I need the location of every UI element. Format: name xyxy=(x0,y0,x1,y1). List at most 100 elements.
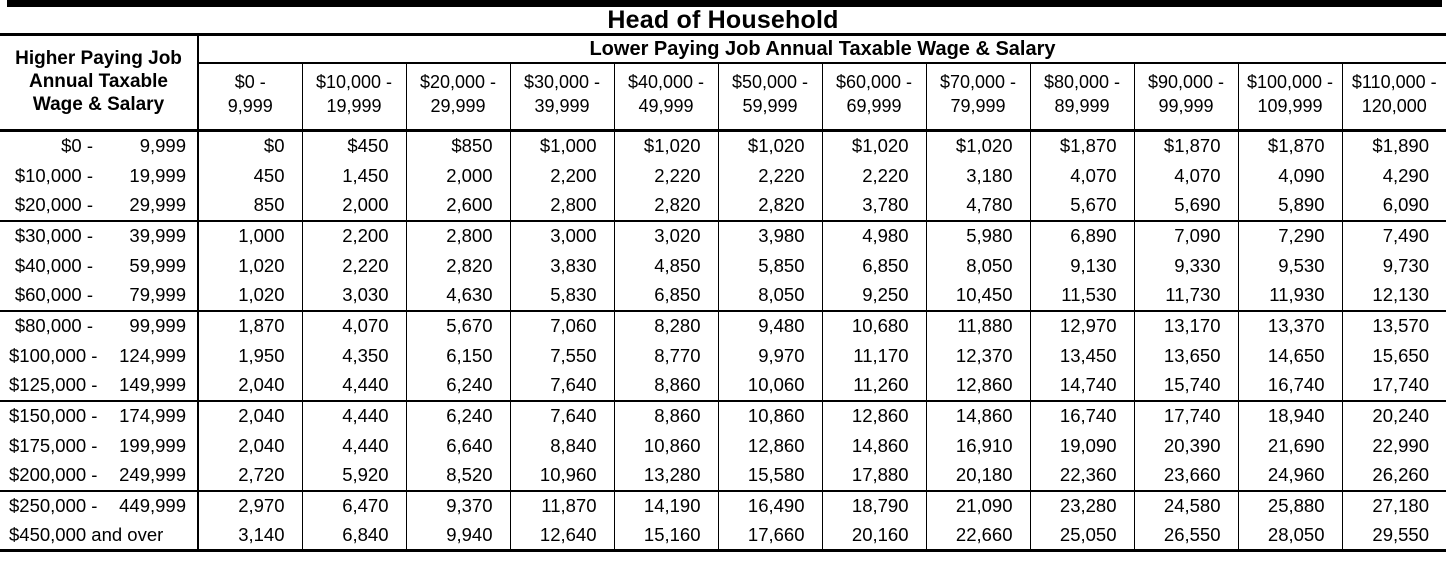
value-cell: 2,820 xyxy=(405,250,510,281)
row-label: $20,000 -29,999 xyxy=(0,190,198,222)
value-cell: 11,930 xyxy=(1237,280,1342,312)
value-cell: 27,180 xyxy=(1341,490,1446,521)
value-cell: 13,370 xyxy=(1237,310,1342,341)
value-cell: 15,160 xyxy=(613,520,718,551)
value-cell: 28,050 xyxy=(1237,520,1342,551)
value-cell: 16,910 xyxy=(925,430,1030,461)
value-cell: 4,440 xyxy=(301,430,406,461)
value-cell: 2,600 xyxy=(405,190,510,222)
value-cell: 15,580 xyxy=(717,460,822,492)
column-header-11: $110,000 -120,000 xyxy=(1341,62,1446,132)
value-cell: 16,740 xyxy=(1237,370,1342,402)
value-cell: 18,940 xyxy=(1237,400,1342,431)
value-cell: $1,020 xyxy=(717,130,822,161)
value-cell: 13,280 xyxy=(613,460,718,492)
value-cell: 4,070 xyxy=(301,310,406,341)
value-cell: $850 xyxy=(405,130,510,161)
value-cell: 12,130 xyxy=(1341,280,1446,312)
wage-salary-table: Higher Paying Job Annual Taxable Wage & … xyxy=(0,33,1446,552)
value-cell: 10,060 xyxy=(717,370,822,402)
value-cell: 5,670 xyxy=(1029,190,1134,222)
value-cell: 12,860 xyxy=(821,400,926,431)
value-cell: 4,350 xyxy=(301,340,406,371)
value-cell: $1,000 xyxy=(509,130,614,161)
value-cell: 6,850 xyxy=(613,280,718,312)
value-cell: 450 xyxy=(197,160,302,191)
row-label: $60,000 -79,999 xyxy=(0,280,198,312)
table-row: $60,000 -79,999 1,020 3,030 4,630 5,830 6,850… xyxy=(0,280,1446,312)
value-cell: 17,660 xyxy=(717,520,822,551)
value-cell: 19,090 xyxy=(1029,430,1134,461)
value-cell: 7,060 xyxy=(509,310,614,341)
value-cell: 25,880 xyxy=(1237,490,1342,521)
value-cell: 2,800 xyxy=(509,190,614,222)
higher-paying-job-header-line1: Higher Paying Job xyxy=(15,48,182,69)
top-horizontal-rule xyxy=(7,0,1442,7)
value-cell: 4,780 xyxy=(925,190,1030,222)
column-header-5: $50,000 -59,999 xyxy=(717,62,822,132)
value-cell: 23,280 xyxy=(1029,490,1134,521)
value-cell: 10,450 xyxy=(925,280,1030,312)
value-cell: 2,200 xyxy=(509,160,614,191)
value-cell: 6,890 xyxy=(1029,220,1134,251)
value-cell: 1,000 xyxy=(197,220,302,251)
row-label: $80,000 -99,999 xyxy=(14,315,186,336)
value-cell: 9,730 xyxy=(1341,250,1446,281)
value-cell: 2,220 xyxy=(717,160,822,191)
value-cell: 24,960 xyxy=(1237,460,1342,492)
value-cell: 7,550 xyxy=(509,340,614,371)
value-cell: 8,520 xyxy=(405,460,510,492)
value-cell: 11,870 xyxy=(509,490,614,521)
value-cell: 4,850 xyxy=(613,250,718,281)
value-cell: 4,290 xyxy=(1341,160,1446,191)
value-cell: 20,240 xyxy=(1341,400,1446,431)
value-cell: 24,580 xyxy=(1133,490,1238,521)
value-cell: 2,720 xyxy=(197,460,302,492)
value-cell: 5,890 xyxy=(1237,190,1342,222)
value-cell: 15,740 xyxy=(1133,370,1238,402)
row-label: $450,000 and over xyxy=(9,523,164,545)
value-cell: 2,200 xyxy=(301,220,406,251)
value-cell: 10,860 xyxy=(717,400,822,431)
value-cell: 6,150 xyxy=(405,340,510,371)
page-title: Head of Household xyxy=(607,6,839,34)
table-row: $175,000 -199,999 2,040 4,440 6,640 8,840 10,… xyxy=(0,430,1446,461)
row-label: $200,000 -249,999 xyxy=(0,460,198,492)
higher-paying-job-header-line2: Annual Taxable xyxy=(28,71,168,92)
value-cell: 8,860 xyxy=(613,370,718,402)
value-cell: 2,220 xyxy=(821,160,926,191)
value-cell: 11,730 xyxy=(1133,280,1238,312)
row-label: $100,000 -124,999 xyxy=(9,344,186,366)
value-cell: 7,090 xyxy=(1133,220,1238,251)
value-cell: 20,390 xyxy=(1133,430,1238,461)
value-cell: 15,650 xyxy=(1341,340,1446,371)
value-cell: 1,870 xyxy=(197,310,302,341)
column-header-4: $40,000 -49,999 xyxy=(613,62,718,132)
value-cell: $0 xyxy=(197,130,302,161)
column-header-1: $10,000 -19,999 xyxy=(301,62,406,132)
value-cell: 12,860 xyxy=(925,370,1030,402)
value-cell: 14,740 xyxy=(1029,370,1134,402)
value-cell: 8,770 xyxy=(613,340,718,371)
value-cell: 22,990 xyxy=(1341,430,1446,461)
value-cell: 6,240 xyxy=(405,370,510,402)
table-row: $200,000 -249,999 2,720 5,920 8,520 10,960 13… xyxy=(0,460,1446,492)
value-cell: 14,650 xyxy=(1237,340,1342,371)
value-cell: 26,550 xyxy=(1133,520,1238,551)
value-cell: 2,040 xyxy=(197,400,302,431)
value-cell: 20,160 xyxy=(821,520,926,551)
value-cell: $450 xyxy=(301,130,406,161)
value-cell: 12,640 xyxy=(509,520,614,551)
value-cell: 3,780 xyxy=(821,190,926,222)
value-cell: 7,640 xyxy=(509,370,614,402)
row-label: $125,000 -149,999 xyxy=(0,370,198,402)
table-row: $0 -9,999 $0 $450 $850 $1,000 $1,020 $1,020 $1,… xyxy=(0,130,1446,161)
value-cell: 8,840 xyxy=(509,430,614,461)
column-header-6: $60,000 -69,999 xyxy=(821,62,926,132)
value-cell: 23,660 xyxy=(1133,460,1238,492)
value-cell: 3,020 xyxy=(613,220,718,251)
value-cell: 2,220 xyxy=(301,250,406,281)
row-label: $30,000 -39,999 xyxy=(14,225,186,246)
table-row: $10,000 -19,999 450 1,450 2,000 2,200 2,220 2,… xyxy=(0,160,1446,191)
